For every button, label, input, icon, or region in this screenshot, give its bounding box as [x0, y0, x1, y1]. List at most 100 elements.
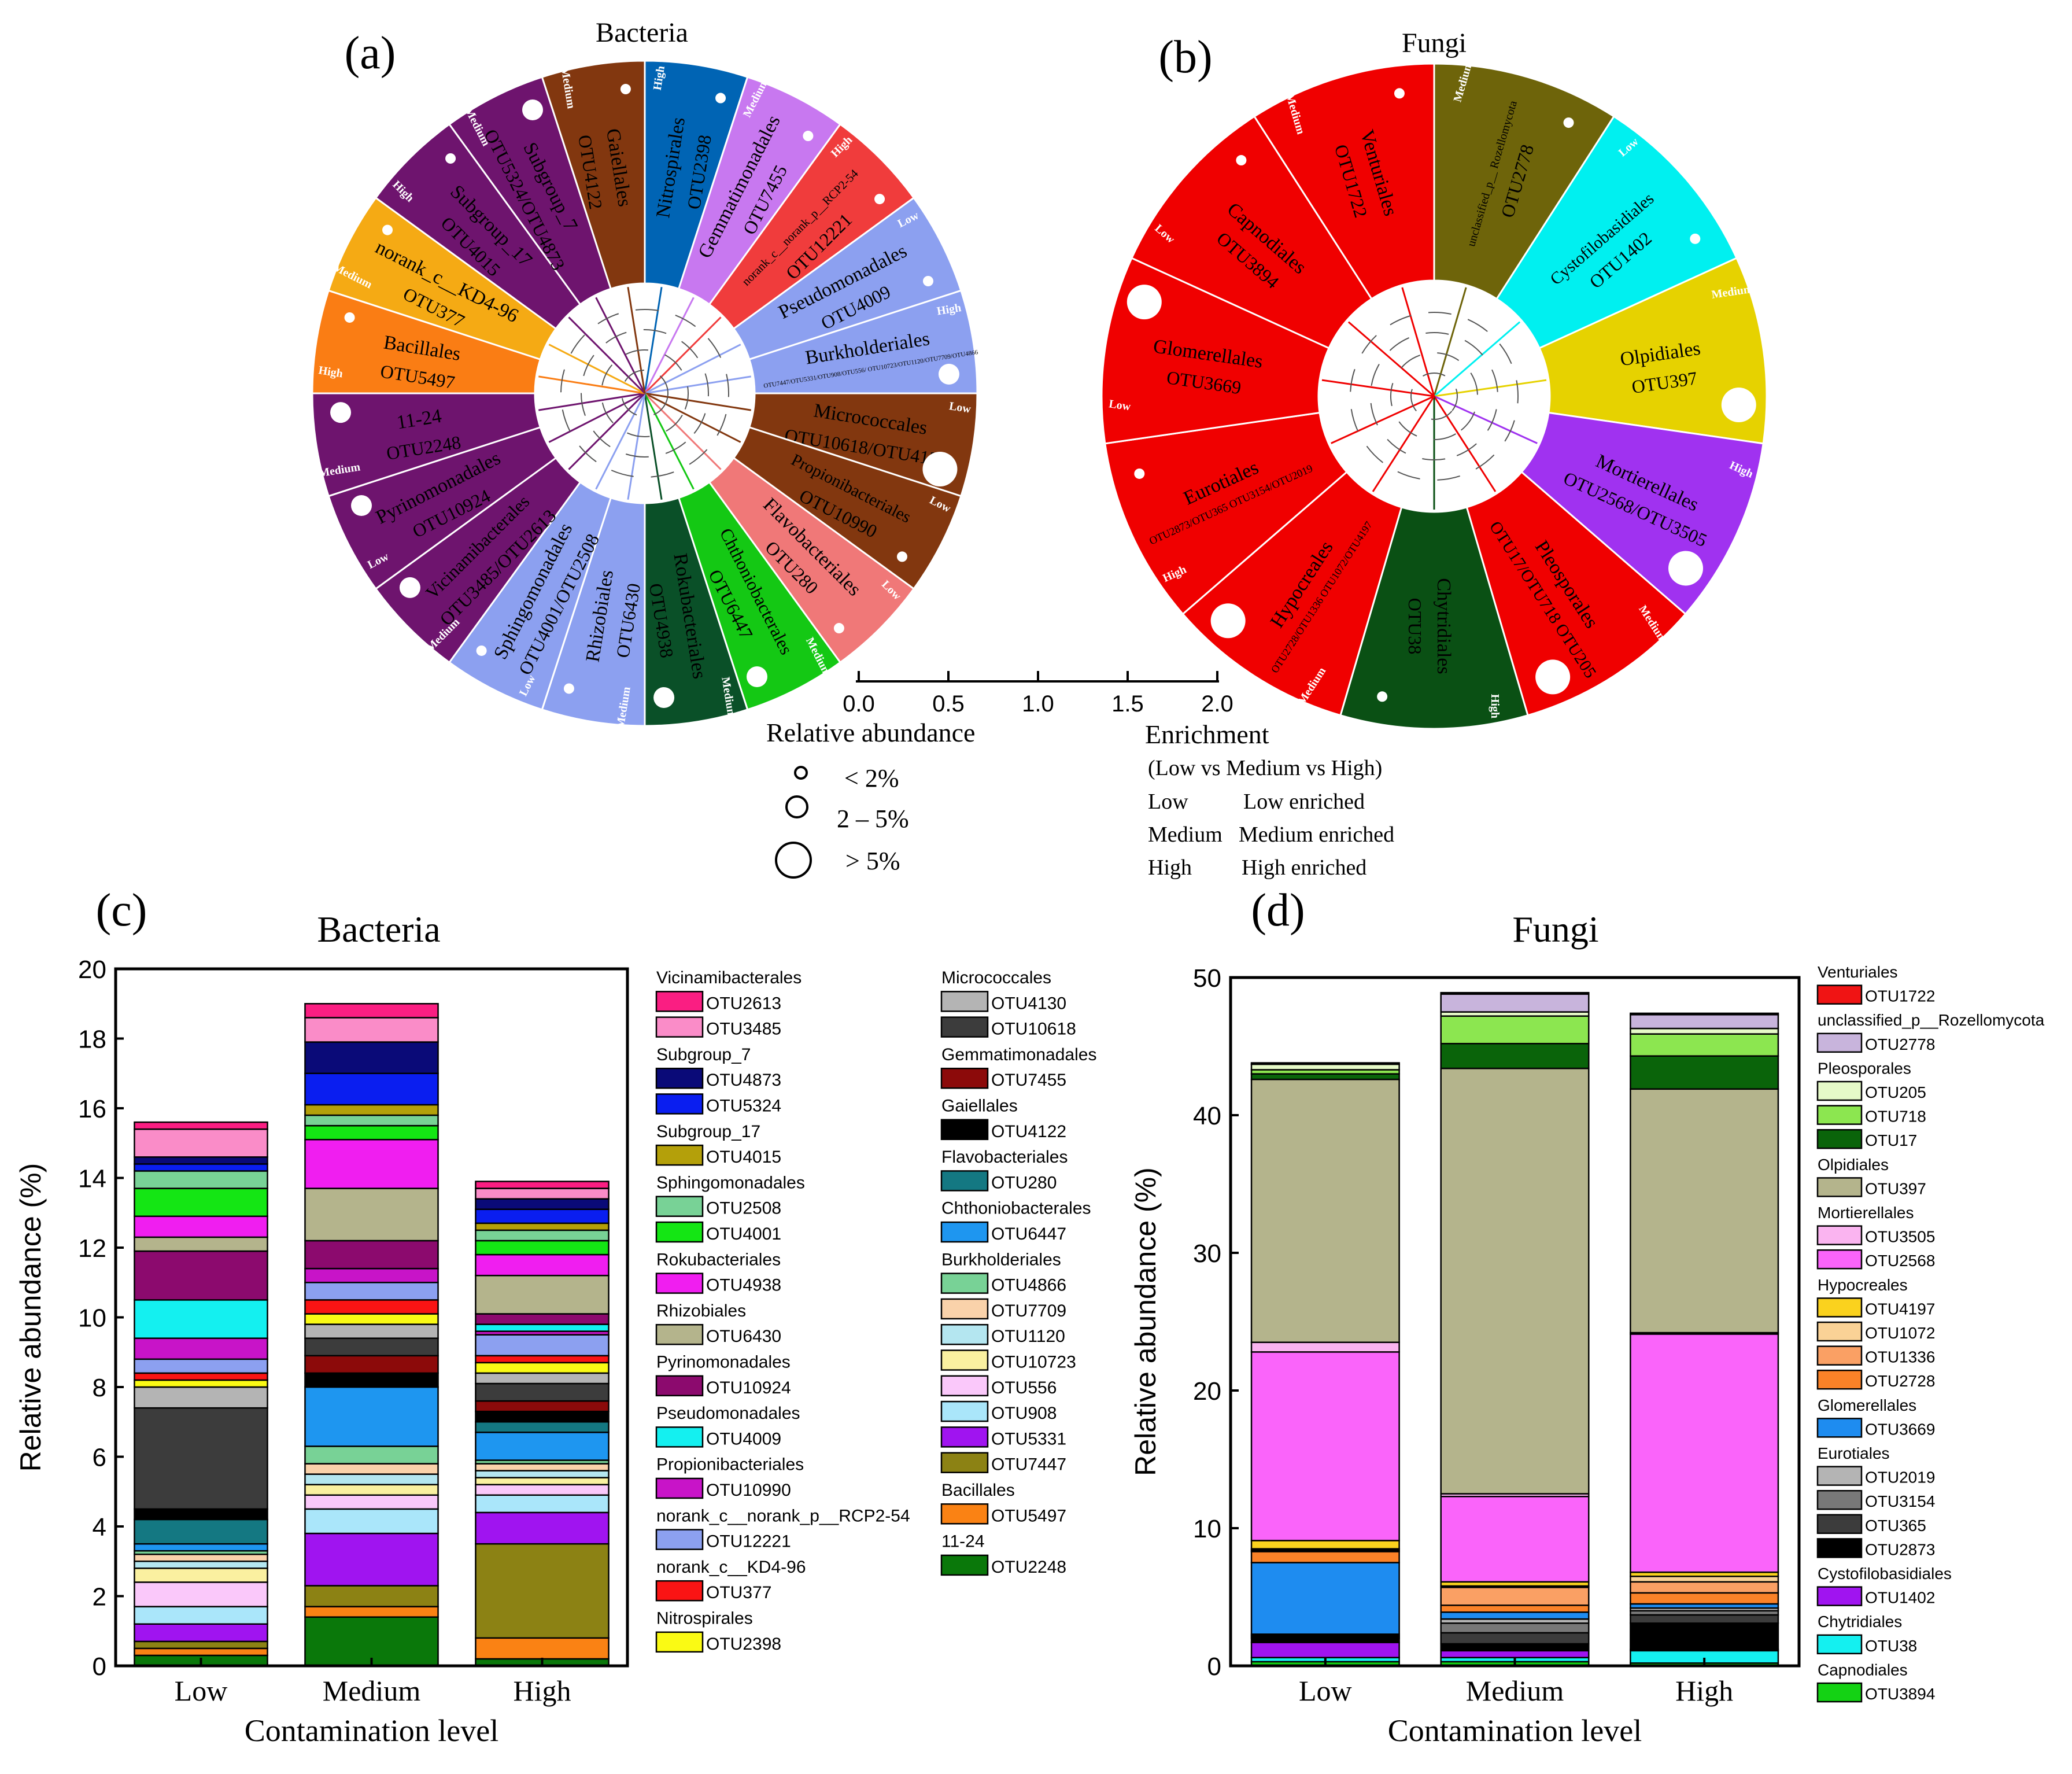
- fungi-tree-arc: [1370, 332, 1498, 460]
- fungi-bar-medium-otu2728: [1440, 1605, 1590, 1613]
- bacteria-legend-group: Burkholderiales: [941, 1250, 1061, 1269]
- fungi-legend-item: OTU397: [1865, 1179, 1926, 1197]
- bacteria-bar-medium-otu3485: [304, 1017, 439, 1043]
- bacteria-bar-high-otu5324: [475, 1208, 610, 1225]
- fungi-legend-item: OTU205: [1865, 1083, 1926, 1101]
- fungi-legend-swatch-otu38: [1816, 1634, 1863, 1655]
- bacteria-legend-item: OTU4873: [706, 1071, 781, 1090]
- bacteria-bar-medium-otu4938: [304, 1138, 439, 1189]
- bacteria-legend-swatch-otu556: [940, 1375, 989, 1397]
- bacteria-sector-burkholderiales: BurkholderialesOTU7447/OTU5331/OTU908/OT…: [748, 289, 978, 394]
- bacteria-legend-swatch-otu6430: [655, 1323, 704, 1345]
- bacteria-bar-high-otu1120: [475, 1470, 610, 1478]
- bacteria-abundance-dot: [922, 452, 958, 487]
- bacteria-abundance-dot: [445, 153, 456, 164]
- bacteria-tree-branch: [644, 393, 663, 500]
- panel-a-label: (a): [345, 28, 396, 79]
- bacteria-bar-medium-otu7455: [304, 1355, 439, 1374]
- bacteria-abundance-dot: [399, 577, 420, 598]
- fungi-legend-group: Eurotiales: [1818, 1444, 1890, 1462]
- fungi-legend-swatch-otu3505: [1816, 1225, 1863, 1245]
- bacteria-bar-medium-otu10990: [304, 1267, 439, 1284]
- bacteria-bar-low-otu10723: [134, 1568, 268, 1583]
- fungi-legend-item: OTU17: [1865, 1131, 1917, 1149]
- bacteria-plot-frame: [114, 967, 629, 1668]
- fungi-legend-group: unclassified_p__Rozellomycota: [1818, 1011, 2045, 1029]
- fungi-legend-item: OTU1402: [1865, 1589, 1935, 1607]
- bacteria-y-tick-label: 18: [78, 1026, 106, 1054]
- bacteria-legend-group: norank_c__KD4-96: [656, 1558, 806, 1577]
- fungi-x-axis-label: Contamination level: [1388, 1713, 1642, 1748]
- bacteria-sector-fill: [541, 60, 646, 290]
- fungi-y-tick-label: 30: [1193, 1240, 1221, 1268]
- panel-a: (a) Bacteria NitrospiralesOTU2398HighGem…: [311, 17, 978, 729]
- bacteria-legend-swatch-otu4873: [655, 1067, 704, 1089]
- bacteria-legend-swatch-otu4009: [655, 1426, 704, 1448]
- panel-a-title: Bacteria: [596, 17, 688, 48]
- bacteria-bar-low-otu556: [134, 1581, 268, 1607]
- bacteria-legend-swatch-otu7447: [940, 1452, 989, 1473]
- fungi-legend-swatch-otu365: [1816, 1514, 1863, 1535]
- fungi-sector-fill: [1465, 470, 1687, 717]
- fungi-plot-frame: [1229, 976, 1801, 1668]
- bacteria-bar-medium-otu556: [304, 1494, 439, 1510]
- bacteria-bar-medium-otu4001: [304, 1124, 439, 1141]
- bacteria-bar-low-otu1120: [134, 1561, 268, 1569]
- fungi-legend-item: OTU38: [1865, 1637, 1917, 1655]
- bacteria-bar-high-otu3485: [475, 1187, 610, 1200]
- bacteria-abundance-dot: [874, 194, 885, 205]
- bacteria-x-axis-label: Contamination level: [245, 1713, 498, 1748]
- bacteria-bar-high-otu7709: [475, 1463, 610, 1471]
- scale-tick-label: 2.0: [1201, 691, 1233, 717]
- bacteria-abundance-dot: [922, 275, 933, 286]
- bacteria-y-tick-label: 2: [93, 1583, 106, 1611]
- fungi-legend-group: Capnodiales: [1818, 1661, 1908, 1679]
- bacteria-legend-swatch-otu5331: [940, 1426, 989, 1448]
- fungi-sector-unclassified-p-rozellomycota: unclassified_p__ RozellomycotaOTU2778Med…: [1433, 60, 1615, 300]
- fungi-legend-item: OTU3894: [1865, 1685, 1935, 1703]
- bacteria-legend-item: OTU10723: [991, 1353, 1076, 1372]
- bacteria-legend-swatch-otu5324: [655, 1093, 704, 1115]
- fungi-abundance-dot: [1394, 88, 1405, 99]
- bacteria-legend-item: OTU377: [706, 1583, 771, 1602]
- bacteria-bar-high-otu10924: [475, 1313, 610, 1325]
- bacteria-legend-item: OTU2508: [706, 1199, 781, 1218]
- bacteria-legend-item: OTU5324: [706, 1097, 781, 1116]
- bacteria-bar-low-otu6430: [134, 1236, 268, 1252]
- fungi-stacked-bar-chart: 0 10 20 30 40 50 Low Medium High Contamination le…: [1129, 963, 2045, 1748]
- fungi-legend-swatch-otu1722: [1816, 984, 1863, 1005]
- bacteria-legend-swatch-otu6447: [940, 1221, 989, 1243]
- bacteria-bar-high-otu7455: [475, 1400, 610, 1412]
- bacteria-abundance-dot: [476, 645, 487, 656]
- bacteria-legend-swatch-otu280: [940, 1170, 989, 1192]
- bacteria-legend-item: OTU6447: [991, 1225, 1066, 1244]
- fungi-legend-swatch-otu397: [1816, 1177, 1863, 1197]
- fungi-legend-item: OTU2728: [1865, 1372, 1935, 1390]
- bacteria-legend-swatch-otu4938: [655, 1273, 704, 1294]
- fungi-bar-high-otu2873: [1630, 1622, 1779, 1650]
- bacteria-tree-arc: [621, 370, 668, 417]
- bacteria-y-tick-label: 16: [78, 1095, 106, 1123]
- fungi-sector-chytridiales: Chytridiales OTU38 High: [1339, 506, 1529, 730]
- fungi-bar-medium-otu2568: [1440, 1496, 1590, 1583]
- panel-d: (d) Fungi 0 10 20 30 40 50 Low Medium High Contam…: [1129, 885, 2045, 1748]
- bacteria-bar-low-otu4009: [134, 1299, 268, 1339]
- enrichment-legend-title: Enrichment: [1145, 720, 1269, 749]
- fungi-y-tick-label: 50: [1193, 964, 1221, 993]
- bacteria-bar-medium-otu10618: [304, 1337, 439, 1357]
- fungi-legend-group: Mortierellales: [1818, 1204, 1914, 1222]
- bacteria-stacked-bar-chart: 0 2 4 6 8 10 12 14 16 18 20 Low Medium High Contaminat…: [14, 956, 1096, 1748]
- fungi-legend-item: OTU365: [1865, 1517, 1926, 1535]
- bacteria-legend-item: OTU4009: [706, 1429, 781, 1448]
- bacteria-abundance-dot: [896, 551, 907, 562]
- fungi-abundance-dot: [1236, 155, 1247, 166]
- bacteria-legend-item: OTU3485: [706, 1020, 781, 1039]
- fungi-abundance-dot: [1721, 388, 1756, 423]
- bacteria-legend-swatch-otu4130: [940, 991, 989, 1012]
- bacteria-legend-swatch-otu10723: [940, 1349, 989, 1371]
- bacteria-bar-low-otu7709: [134, 1553, 268, 1562]
